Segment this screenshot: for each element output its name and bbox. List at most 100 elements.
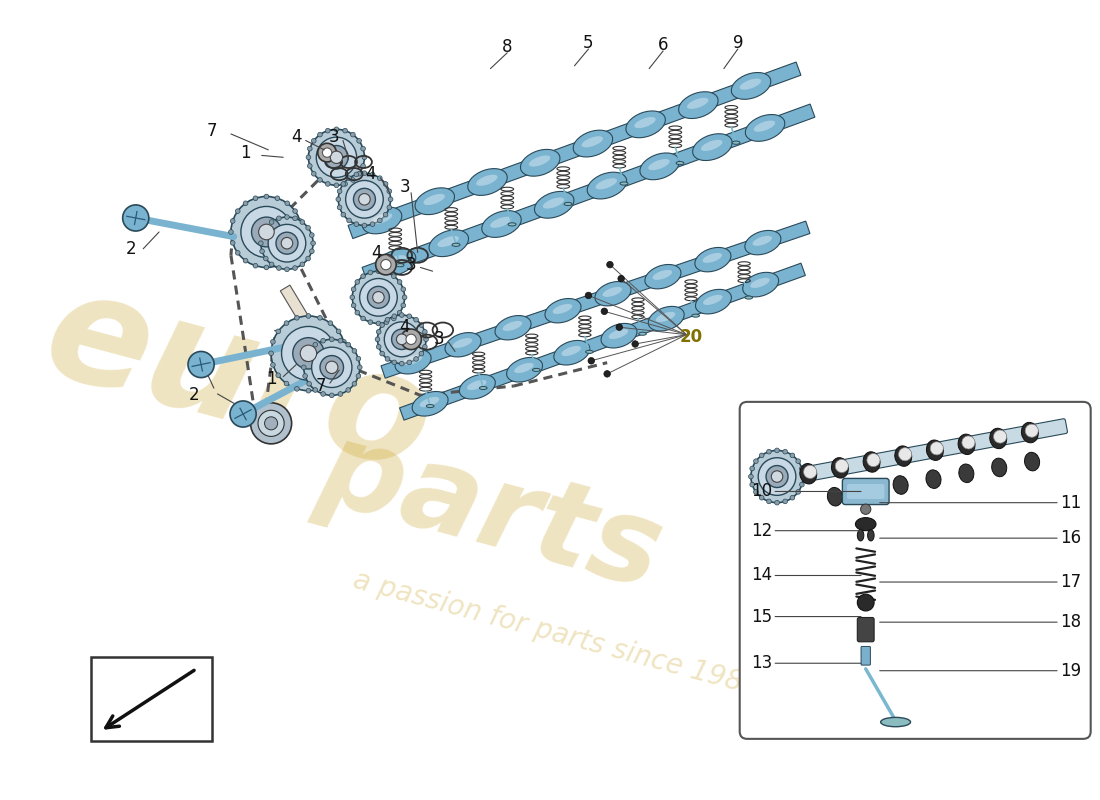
Ellipse shape [656, 312, 675, 322]
Circle shape [343, 128, 348, 133]
Ellipse shape [520, 150, 560, 176]
Circle shape [384, 320, 389, 325]
Circle shape [387, 205, 392, 210]
Circle shape [309, 233, 315, 238]
Ellipse shape [893, 476, 909, 494]
Text: 3: 3 [433, 330, 444, 348]
Ellipse shape [460, 374, 495, 399]
Circle shape [422, 330, 427, 334]
Circle shape [326, 128, 330, 133]
Circle shape [352, 271, 405, 323]
Circle shape [293, 338, 324, 369]
Circle shape [604, 370, 611, 377]
Circle shape [399, 313, 404, 318]
Circle shape [359, 194, 371, 205]
Circle shape [230, 401, 256, 427]
Circle shape [607, 262, 613, 268]
Circle shape [271, 316, 345, 390]
Circle shape [338, 205, 342, 210]
Circle shape [321, 392, 326, 396]
Ellipse shape [754, 121, 776, 132]
Circle shape [360, 278, 397, 316]
Circle shape [616, 324, 623, 330]
Text: 11: 11 [880, 494, 1081, 512]
Circle shape [276, 232, 298, 254]
Circle shape [351, 132, 355, 137]
Polygon shape [280, 285, 318, 338]
Circle shape [285, 214, 289, 219]
Ellipse shape [648, 306, 684, 331]
Circle shape [334, 183, 339, 188]
Circle shape [338, 338, 343, 343]
Ellipse shape [529, 155, 550, 166]
Ellipse shape [427, 405, 434, 408]
Circle shape [326, 361, 338, 374]
Circle shape [314, 388, 318, 392]
Circle shape [355, 280, 360, 284]
Circle shape [321, 338, 326, 343]
Circle shape [268, 351, 274, 356]
Circle shape [293, 250, 297, 255]
Circle shape [343, 351, 348, 356]
Circle shape [318, 386, 322, 391]
Circle shape [796, 490, 801, 494]
Ellipse shape [585, 350, 593, 354]
Circle shape [295, 386, 299, 391]
Ellipse shape [693, 134, 733, 161]
Circle shape [422, 345, 427, 349]
Circle shape [399, 362, 404, 366]
Circle shape [329, 393, 334, 398]
Circle shape [334, 127, 339, 132]
Ellipse shape [446, 333, 481, 357]
Circle shape [407, 314, 411, 318]
Ellipse shape [679, 92, 718, 118]
Circle shape [354, 222, 359, 226]
Ellipse shape [415, 188, 454, 214]
Circle shape [403, 295, 407, 300]
Circle shape [767, 499, 771, 504]
Ellipse shape [395, 350, 431, 374]
Circle shape [419, 322, 424, 327]
Ellipse shape [926, 470, 940, 489]
Text: 4: 4 [399, 318, 410, 336]
Circle shape [300, 220, 305, 224]
Circle shape [383, 212, 388, 217]
Ellipse shape [732, 73, 771, 99]
Circle shape [618, 275, 625, 282]
Ellipse shape [514, 363, 534, 373]
Circle shape [585, 292, 592, 298]
Circle shape [230, 218, 235, 223]
Circle shape [293, 209, 297, 214]
Ellipse shape [420, 397, 439, 407]
Circle shape [860, 504, 871, 514]
Circle shape [754, 490, 758, 494]
Text: 1: 1 [241, 144, 251, 162]
Ellipse shape [453, 338, 472, 348]
Circle shape [749, 474, 754, 479]
Circle shape [857, 594, 874, 611]
Ellipse shape [429, 230, 469, 257]
Text: 10: 10 [751, 482, 861, 501]
Ellipse shape [958, 434, 975, 454]
Text: 7: 7 [316, 377, 326, 395]
Ellipse shape [750, 278, 770, 288]
Circle shape [264, 194, 268, 199]
Ellipse shape [703, 295, 723, 305]
Ellipse shape [640, 153, 680, 180]
Ellipse shape [959, 464, 974, 482]
Circle shape [328, 321, 332, 326]
Circle shape [342, 339, 346, 344]
Ellipse shape [626, 111, 666, 138]
Circle shape [376, 345, 381, 349]
Circle shape [783, 450, 788, 454]
Ellipse shape [752, 236, 772, 246]
Circle shape [235, 209, 240, 214]
Circle shape [251, 403, 292, 444]
Circle shape [400, 329, 421, 350]
Circle shape [767, 450, 771, 454]
Ellipse shape [376, 249, 416, 276]
Circle shape [326, 182, 330, 186]
Circle shape [306, 155, 311, 160]
Circle shape [306, 314, 311, 318]
Circle shape [258, 410, 284, 437]
